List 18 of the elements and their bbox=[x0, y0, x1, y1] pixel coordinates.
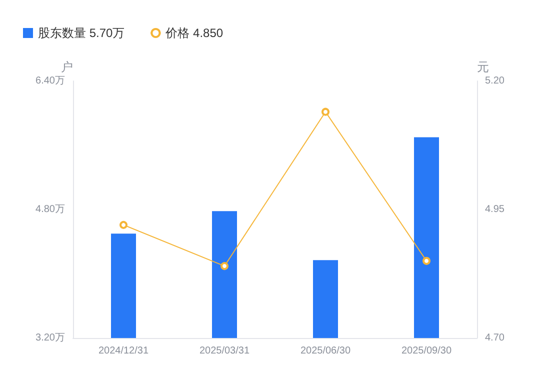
x-tick-label: 2025/09/30 bbox=[401, 346, 452, 356]
y-axis-title: 户 bbox=[61, 60, 73, 74]
y2-tick-label: 4.95 bbox=[485, 204, 505, 215]
y2-axis-title: 元 bbox=[477, 60, 489, 74]
point bbox=[220, 262, 228, 270]
x-tick-label: 2025/03/31 bbox=[199, 346, 250, 356]
point bbox=[422, 256, 430, 265]
y-tick-label: 4.80万 bbox=[36, 204, 65, 215]
legend-label: 价格 4.850 bbox=[164, 26, 224, 40]
point bbox=[120, 220, 128, 229]
y-tick-label: 3.20万 bbox=[36, 332, 65, 344]
y-tick-label: 6.40万 bbox=[36, 76, 65, 86]
point bbox=[322, 108, 330, 116]
x-tick-label: 2025/06/30 bbox=[300, 346, 351, 356]
y2-tick-label: 5.20 bbox=[485, 76, 505, 86]
legend-label: 股东数量 5.70万 bbox=[38, 26, 125, 40]
x-tick-label: 2024/12/31 bbox=[98, 346, 149, 356]
y2-tick-label: 4.70 bbox=[485, 332, 505, 344]
